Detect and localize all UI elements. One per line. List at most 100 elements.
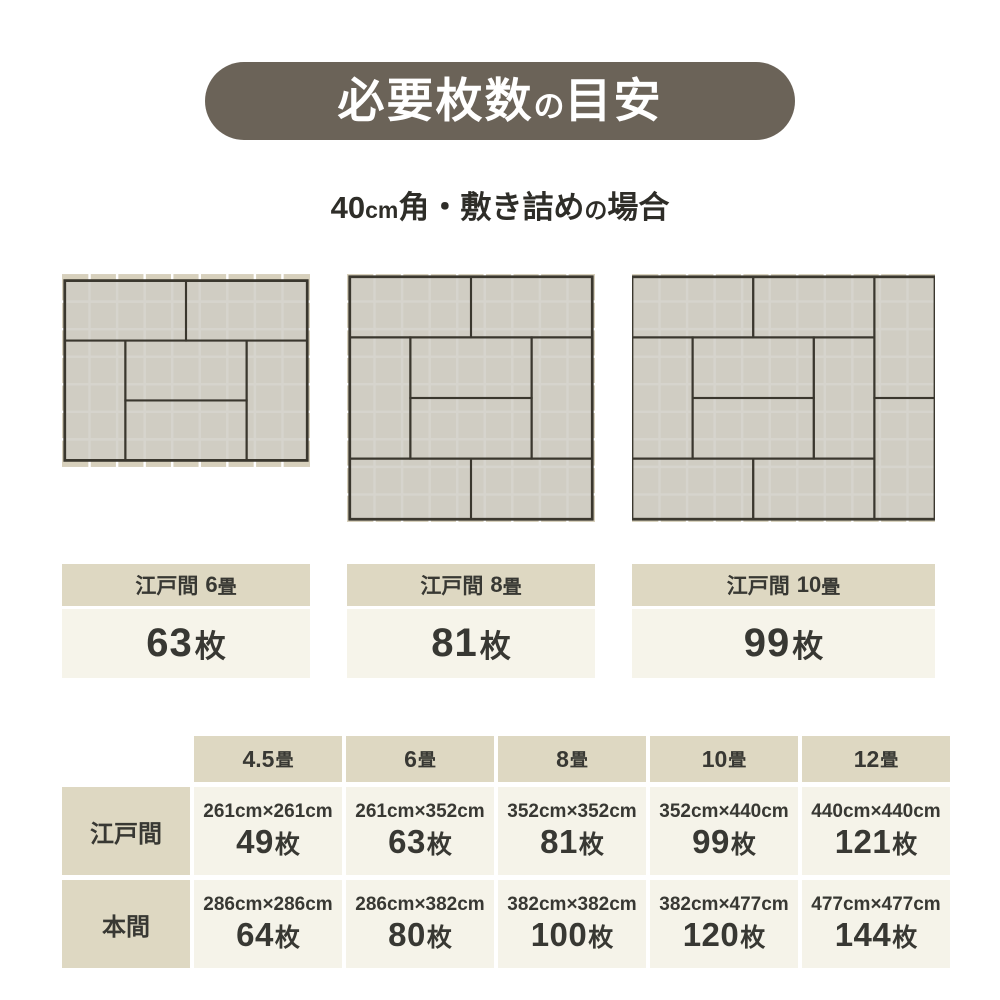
count-card-row: 江戸間 6 畳 63 枚江戸間 8 畳 81 枚江戸間 10 畳 99 枚	[62, 564, 1000, 678]
title-text-2: 目安	[564, 74, 663, 127]
size-count-table: 4.5 畳 6 畳 8 畳 10 畳 12 畳江戸間 261cm×261cm 49枚 261cm×352…	[62, 736, 950, 968]
room-border	[632, 275, 935, 521]
table-cell: 382cm×382cm 100枚	[498, 880, 646, 968]
table-corner-cell	[62, 736, 190, 782]
room-size-unit: 畳	[502, 576, 522, 598]
tile-count-unit: 枚	[730, 831, 756, 860]
room-dimensions: 261cm×261cm	[203, 801, 333, 823]
tile-count: 64枚	[236, 916, 300, 954]
room-dimensions: 382cm×382cm	[507, 894, 637, 916]
col-header-unit: 畳	[728, 750, 747, 770]
room-size-number: 8	[490, 572, 503, 597]
tile-count-unit: 枚	[194, 629, 226, 664]
tile-count-unit: 枚	[892, 831, 918, 860]
table-row-header: 江戸間	[62, 787, 190, 875]
tile-count: 49枚	[236, 823, 300, 861]
subtitle-text: 角・敷き詰め	[398, 190, 585, 225]
row-header-label: 本間	[102, 913, 150, 941]
room-size-unit: 畳	[217, 576, 237, 598]
tile-count-unit: 枚	[274, 831, 300, 860]
tile-count-unit: 枚	[588, 924, 614, 953]
tile-count-unit: 枚	[426, 924, 452, 953]
table-cell: 286cm×382cm 80枚	[346, 880, 494, 968]
tile-count-unit: 枚	[274, 924, 300, 953]
tile-count-number: 64	[236, 916, 274, 954]
diagram-column-8jo	[347, 274, 595, 522]
tile-count: 100枚	[530, 916, 614, 954]
tile-count: 80枚	[388, 916, 452, 954]
tile-count-number: 121	[834, 823, 892, 861]
tile-count-unit: 枚	[792, 629, 824, 664]
room-dimensions: 261cm×352cm	[355, 801, 485, 823]
room-size-number: 6	[205, 572, 218, 597]
room-dimensions: 352cm×440cm	[659, 801, 789, 823]
tile-count-number: 81	[540, 823, 578, 861]
col-header-unit: 畳	[417, 750, 436, 770]
subtitle-unit: cm	[365, 197, 399, 223]
room-dimensions: 477cm×477cm	[811, 894, 941, 916]
tile-count-unit: 枚	[740, 924, 766, 953]
count-card-10jo: 江戸間 10 畳 99 枚	[632, 564, 935, 678]
table-cell: 352cm×440cm 99枚	[650, 787, 798, 875]
table-col-header-12jo: 12 畳	[802, 736, 950, 782]
diagram-row	[62, 274, 1000, 522]
tile-count: 144枚	[834, 916, 918, 954]
tile-count: 81枚	[540, 823, 604, 861]
tile-count: 120枚	[682, 916, 766, 954]
room-dimensions: 352cm×352cm	[507, 801, 637, 823]
tatami-layout-diagram	[347, 274, 595, 522]
table-cell: 261cm×352cm 63枚	[346, 787, 494, 875]
col-header-number: 12	[853, 745, 880, 772]
title-text: 必要枚数	[337, 74, 534, 127]
subtitle-text-2: 場合	[607, 190, 670, 225]
table-cell: 352cm×352cm 81枚	[498, 787, 646, 875]
room-border	[348, 275, 594, 521]
tile-count: 121枚	[834, 823, 918, 861]
tile-count-number: 100	[530, 916, 588, 954]
tile-count-unit: 枚	[479, 629, 511, 664]
title-badge: 必要枚数の目安	[205, 62, 795, 140]
col-header-number: 4.5	[242, 745, 275, 772]
tile-count: 63枚	[388, 824, 452, 860]
tile-count-number: 81	[431, 621, 478, 665]
col-header-number: 8	[556, 745, 569, 772]
tile-count-number: 80	[388, 916, 426, 954]
count-card-8jo: 江戸間 8 畳 81 枚	[347, 564, 595, 678]
count-card-header: 江戸間 8 畳	[347, 564, 595, 606]
tile-count-number: 99	[692, 823, 730, 861]
table-cell: 382cm×477cm 120枚	[650, 880, 798, 968]
table-cell: 440cm×440cm 121枚	[802, 787, 950, 875]
table-col-header-10jo: 10 畳	[650, 736, 798, 782]
room-type-label: 江戸間	[726, 575, 790, 598]
tatami-layout-diagram	[632, 274, 935, 522]
room-size-number: 10	[796, 572, 822, 597]
count-card-6jo: 江戸間 6 畳 63 枚	[62, 564, 310, 678]
tile-count-number: 49	[236, 823, 274, 861]
col-header-unit: 畳	[880, 750, 899, 770]
tile-count-unit: 枚	[426, 831, 452, 860]
tile-count-number: 144	[834, 916, 892, 954]
room-dimensions: 286cm×382cm	[355, 894, 485, 916]
count-card-value: 81 枚	[347, 609, 595, 678]
room-dimensions: 382cm×477cm	[659, 894, 789, 916]
subtitle-particle: の	[584, 197, 608, 223]
title-particle: の	[533, 89, 565, 124]
row-header-label: 江戸間	[90, 820, 162, 848]
table-cell: 477cm×477cm 144枚	[802, 880, 950, 968]
room-type-label: 江戸間	[420, 575, 484, 598]
table-row-header: 本間	[62, 880, 190, 968]
diagram-column-6jo	[62, 274, 310, 467]
tile-count-unit: 枚	[578, 831, 604, 860]
count-card-value: 63 枚	[62, 609, 310, 678]
tile-count-number: 120	[682, 916, 740, 954]
tile-count-number: 99	[743, 621, 791, 665]
tile-count: 99枚	[692, 823, 756, 861]
col-header-unit: 畳	[569, 750, 588, 770]
room-dimensions: 286cm×286cm	[203, 894, 333, 916]
diagram-column-10jo	[632, 274, 935, 522]
col-header-unit: 畳	[275, 750, 294, 770]
room-size-unit: 畳	[821, 576, 841, 598]
